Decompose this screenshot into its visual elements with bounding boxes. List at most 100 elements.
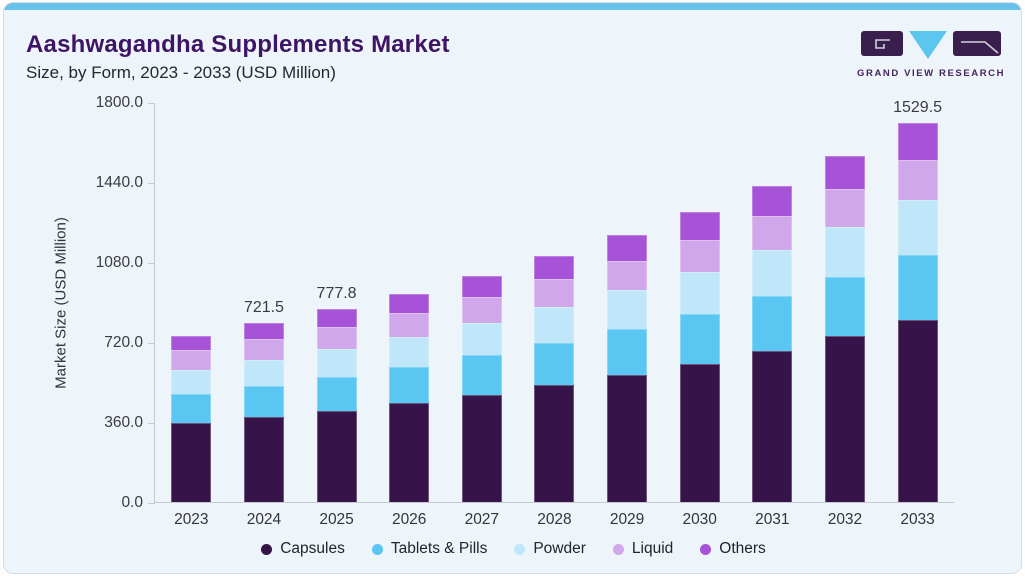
legend-label: Liquid (631, 540, 674, 557)
bar-total-label: 777.8 (316, 285, 357, 303)
bar-segment-liquid[interactable] (171, 350, 212, 370)
stacked-bar[interactable] (679, 212, 720, 502)
bar-segment-capsules[interactable] (461, 394, 502, 502)
bar-segment-liquid[interactable] (461, 297, 502, 323)
bar-segment-others[interactable] (824, 155, 865, 190)
y-tick-mark (148, 423, 155, 424)
stacked-bar[interactable] (389, 293, 430, 502)
stacked-bar[interactable] (824, 155, 865, 502)
legend-color-dot (371, 543, 383, 555)
bar-segment-capsules[interactable] (171, 423, 212, 502)
stacked-bar[interactable] (171, 335, 212, 502)
stacked-bar[interactable] (534, 256, 575, 502)
bar-segment-tablets-pills[interactable] (171, 393, 212, 424)
bar-segment-powder[interactable] (243, 359, 284, 386)
gvr-logo-mark (861, 31, 1001, 59)
bar-segment-powder[interactable] (752, 250, 793, 297)
stacked-bar[interactable] (607, 235, 648, 502)
bar-segment-tablets-pills[interactable] (679, 313, 720, 364)
stacked-bar[interactable] (752, 185, 793, 502)
bar-column-2024: 721.5 2024 (243, 103, 284, 528)
bar-column-2031: 2031 (752, 103, 793, 528)
stacked-bar[interactable] (243, 323, 284, 502)
bar-segment-powder[interactable] (534, 306, 575, 343)
bar-segment-liquid[interactable] (679, 239, 720, 272)
stacked-bar[interactable] (461, 276, 502, 502)
bar-segment-capsules[interactable] (607, 374, 648, 502)
bar-segment-others[interactable] (607, 235, 648, 261)
legend-color-dot (514, 543, 526, 555)
bar-segment-tablets-pills[interactable] (607, 328, 648, 375)
bar-segment-powder[interactable] (171, 369, 212, 394)
bar-segment-powder[interactable] (679, 271, 720, 314)
y-tick-mark (148, 103, 155, 104)
bar-column-2027: 2027 (461, 103, 502, 528)
x-tick-label: 2023 (174, 511, 209, 528)
bar-segment-tablets-pills[interactable] (824, 276, 865, 337)
bar-segment-powder[interactable] (461, 322, 502, 356)
legend-color-dot (700, 543, 712, 555)
bar-segment-capsules[interactable] (679, 363, 720, 502)
bar-column-2033: 1529.5 2033 (893, 99, 942, 528)
bar-segment-liquid[interactable] (243, 339, 284, 360)
bar-segment-capsules[interactable] (389, 403, 430, 502)
bar-segment-powder[interactable] (316, 348, 357, 377)
legend-label: Others (719, 540, 766, 557)
bar-segment-liquid[interactable] (316, 326, 357, 349)
bar-segment-others[interactable] (243, 323, 284, 340)
bar-segment-tablets-pills[interactable] (752, 296, 793, 351)
bar-segment-tablets-pills[interactable] (461, 355, 502, 395)
bar-segment-liquid[interactable] (824, 189, 865, 227)
gvr-logo: GRAND VIEW RESEARCH (857, 30, 1005, 79)
bar-segment-liquid[interactable] (389, 312, 430, 337)
bar-segment-tablets-pills[interactable] (316, 376, 357, 411)
bar-segment-powder[interactable] (607, 290, 648, 329)
bar-segment-capsules[interactable] (752, 350, 793, 502)
y-tick-mark (148, 263, 155, 264)
bar-segment-tablets-pills[interactable] (389, 366, 430, 404)
bar-segment-powder[interactable] (897, 200, 938, 256)
bar-segment-others[interactable] (461, 276, 502, 298)
bar-segment-others[interactable] (171, 335, 212, 351)
x-tick-label: 2030 (682, 511, 717, 528)
x-tick-label: 2033 (900, 511, 935, 528)
bar-column-2025: 777.8 2025 (316, 103, 357, 528)
legend-label: Powder (533, 540, 586, 557)
x-tick-label: 2024 (246, 511, 282, 528)
bar-segment-capsules[interactable] (897, 320, 938, 502)
bars-container: 2023 721.5 2024 777.8 2025 2026 2027 2028 2029 20… (155, 99, 954, 528)
bar-segment-capsules[interactable] (534, 385, 575, 502)
x-tick-label: 2028 (537, 511, 572, 528)
bar-segment-liquid[interactable] (897, 160, 938, 201)
bar-segment-tablets-pills[interactable] (243, 385, 284, 418)
bar-segment-powder[interactable] (389, 336, 430, 367)
stacked-bar[interactable] (897, 122, 938, 502)
top-accent-bar (4, 3, 1021, 10)
stacked-bar[interactable] (316, 309, 357, 502)
bar-column-2032: 2032 (824, 103, 865, 528)
gvr-logo-text: GRAND VIEW RESEARCH (857, 68, 1006, 79)
legend: Capsules Tablets & Pills Powder Liquid Other… (4, 540, 1021, 558)
bar-column-2030: 2030 (679, 103, 720, 528)
bar-segment-others[interactable] (316, 309, 357, 327)
bar-segment-capsules[interactable] (243, 417, 284, 502)
bar-segment-powder[interactable] (824, 226, 865, 277)
chart-card: Aashwagandha Supplements Market Size, by… (3, 2, 1022, 574)
legend-color-dot (612, 543, 624, 555)
bar-segment-capsules[interactable] (824, 336, 865, 502)
x-tick-label: 2026 (391, 511, 427, 528)
bar-segment-liquid[interactable] (607, 260, 648, 291)
bar-segment-others[interactable] (534, 256, 575, 280)
bar-segment-liquid[interactable] (534, 279, 575, 307)
bar-segment-others[interactable] (897, 122, 938, 161)
bar-segment-capsules[interactable] (316, 410, 357, 502)
bar-segment-others[interactable] (752, 185, 793, 217)
bar-segment-others[interactable] (389, 293, 430, 313)
bar-segment-others[interactable] (679, 212, 720, 240)
bar-segment-tablets-pills[interactable] (897, 255, 938, 321)
bar-column-2026: 2026 (389, 103, 430, 528)
bar-segment-liquid[interactable] (752, 216, 793, 251)
legend-label: Tablets & Pills (390, 540, 488, 557)
bar-column-2028: 2028 (534, 103, 575, 528)
bar-segment-tablets-pills[interactable] (534, 342, 575, 386)
